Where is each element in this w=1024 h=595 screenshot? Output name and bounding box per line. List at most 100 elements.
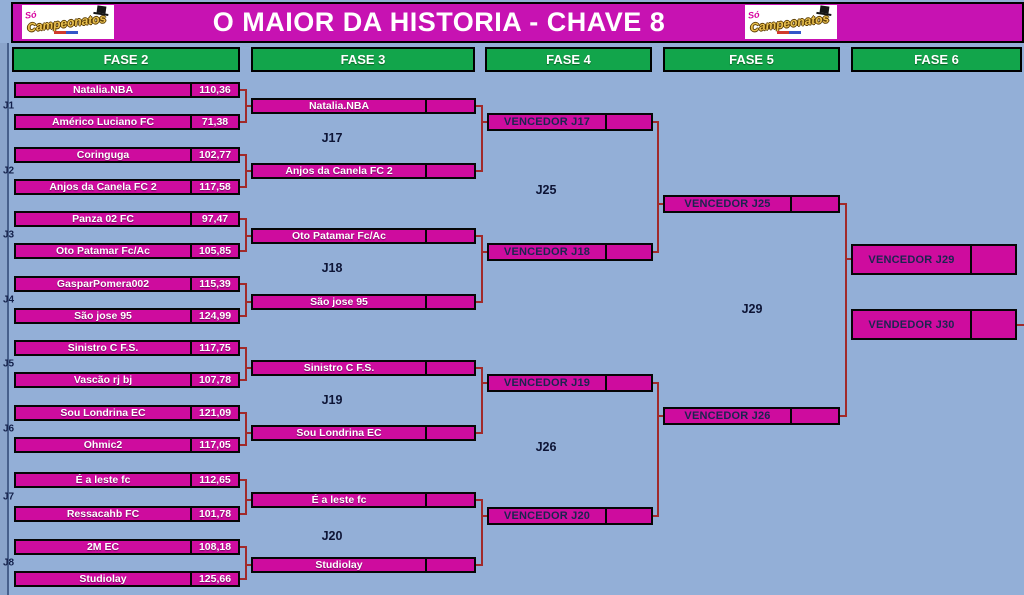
bracket-connector [240,186,247,188]
bracket-connector [481,382,487,384]
bracket-connector [240,578,247,580]
team-name: Anjos da Canela FC 2 [49,181,157,193]
bracket-connector [653,121,659,123]
bracket-connector [653,515,659,517]
bracket-connector [245,546,247,580]
bracket-connector [657,382,659,517]
match-label-J17: J17 [321,131,343,145]
team-name: Sou Londrina EC [296,427,382,439]
team-name: São jose 95 [310,296,368,308]
team-name: São jose 95 [74,310,132,322]
team-name: Ressacahb FC [66,508,140,520]
bracket-connector [245,283,247,317]
bracket-connector [245,105,251,107]
team-name: VENCEDOR J19 [503,377,591,389]
bracket-connector [245,479,247,515]
bracket-connector [476,432,483,434]
bracket-connector [240,379,247,381]
team-box: Studiolay [251,557,476,573]
sheet-left-edge [0,43,7,595]
bracket-connector [240,218,247,220]
bracket-connector [845,203,847,417]
team-box: Anjos da Canela FC 2 117,58 [14,179,240,195]
team-box: É a leste fc [251,492,476,508]
team-name: VENCEDOR J25 [684,198,771,210]
bracket-connector [653,382,659,384]
bracket-connector [245,432,251,434]
team-score [425,296,474,308]
bracket-connector [245,367,251,369]
bracket-connector [245,170,251,172]
team-name: É a leste fc [311,494,367,506]
bracket-connector [657,203,663,205]
team-box: 2M EC 108,18 [14,539,240,555]
team-name: VENCEDOR J20 [503,510,591,522]
team-score: 71,38 [190,116,238,128]
team-name: Sinistro C F.S. [67,342,139,354]
logo-color-bars [777,31,801,34]
team-box: Oto Patamar Fc/Ac [251,228,476,244]
team-box: Natalia.NBA [251,98,476,114]
match-label-J26: J26 [535,440,557,454]
team-name: GasparPomera002 [56,278,150,290]
winner-box: VENCEDOR J19 [487,374,653,392]
team-score [425,100,474,112]
team-name: Ohmic2 [83,439,123,451]
team-score: 125,66 [190,573,238,585]
bracket-connector [653,251,659,253]
bracket-connector [845,258,851,260]
team-box: Sinistro C F.S. 117,75 [14,340,240,356]
team-name: VENDEDOR J30 [868,318,955,331]
bracket-connector [840,415,847,417]
team-name: 2M EC [86,541,120,553]
bracket-connector [840,203,847,205]
team-name: Natalia.NBA [308,100,370,112]
top-hat-icon [819,5,830,14]
team-score [605,509,651,523]
match-label-J1: J1 [3,100,15,112]
team-box: É a leste fc 112,65 [14,472,240,488]
match-label-J4: J4 [3,294,15,306]
bracket-connector [240,121,247,123]
logo-color-bars [54,31,78,34]
bracket-connector [481,251,487,253]
team-name: Coringuga [76,149,130,161]
winner-box: VENCEDOR J20 [487,507,653,525]
match-label-J19: J19 [321,393,343,407]
bracket-connector [657,415,663,417]
team-box: Panza 02 FC 97,47 [14,211,240,227]
team-score [790,197,838,211]
bracket-connector [476,105,483,107]
bracket-connector [481,499,483,566]
team-name: É a leste fc [75,474,131,486]
winner-box: VENCEDOR J17 [487,113,653,131]
winner-box: VENDEDOR J30 [851,309,1017,340]
winner-box: VENCEDOR J26 [663,407,840,425]
bracket-connector [240,89,247,91]
team-score: 108,18 [190,541,238,553]
team-score [425,494,474,506]
team-score: 117,58 [190,181,238,193]
bracket-connector [245,564,251,566]
team-score: 117,05 [190,439,238,451]
team-name: VENCEDOR J26 [684,410,771,422]
bracket-connector [476,564,483,566]
bracket-connector [240,412,247,414]
phase-header-fase-6: FASE 6 [851,47,1022,72]
sheet-left-border [7,43,9,595]
bracket-connector [240,513,247,515]
team-box: Vascão rj bj 107,78 [14,372,240,388]
bracket-connector [481,515,487,517]
title-bar: Só Campeonatos O MAIOR DA HISTORIA - CHA… [11,2,1024,43]
team-score: 101,78 [190,508,238,520]
team-box: Coringuga 102,77 [14,147,240,163]
team-score [425,362,474,374]
match-label-J6: J6 [3,423,15,435]
phase-header-fase-5: FASE 5 [663,47,840,72]
bracket-connector [240,479,247,481]
team-name: Natalia.NBA [72,84,134,96]
top-hat-icon [96,5,107,14]
bracket-connector [240,154,247,156]
bracket-connector [476,367,483,369]
bracket-connector [481,105,483,172]
